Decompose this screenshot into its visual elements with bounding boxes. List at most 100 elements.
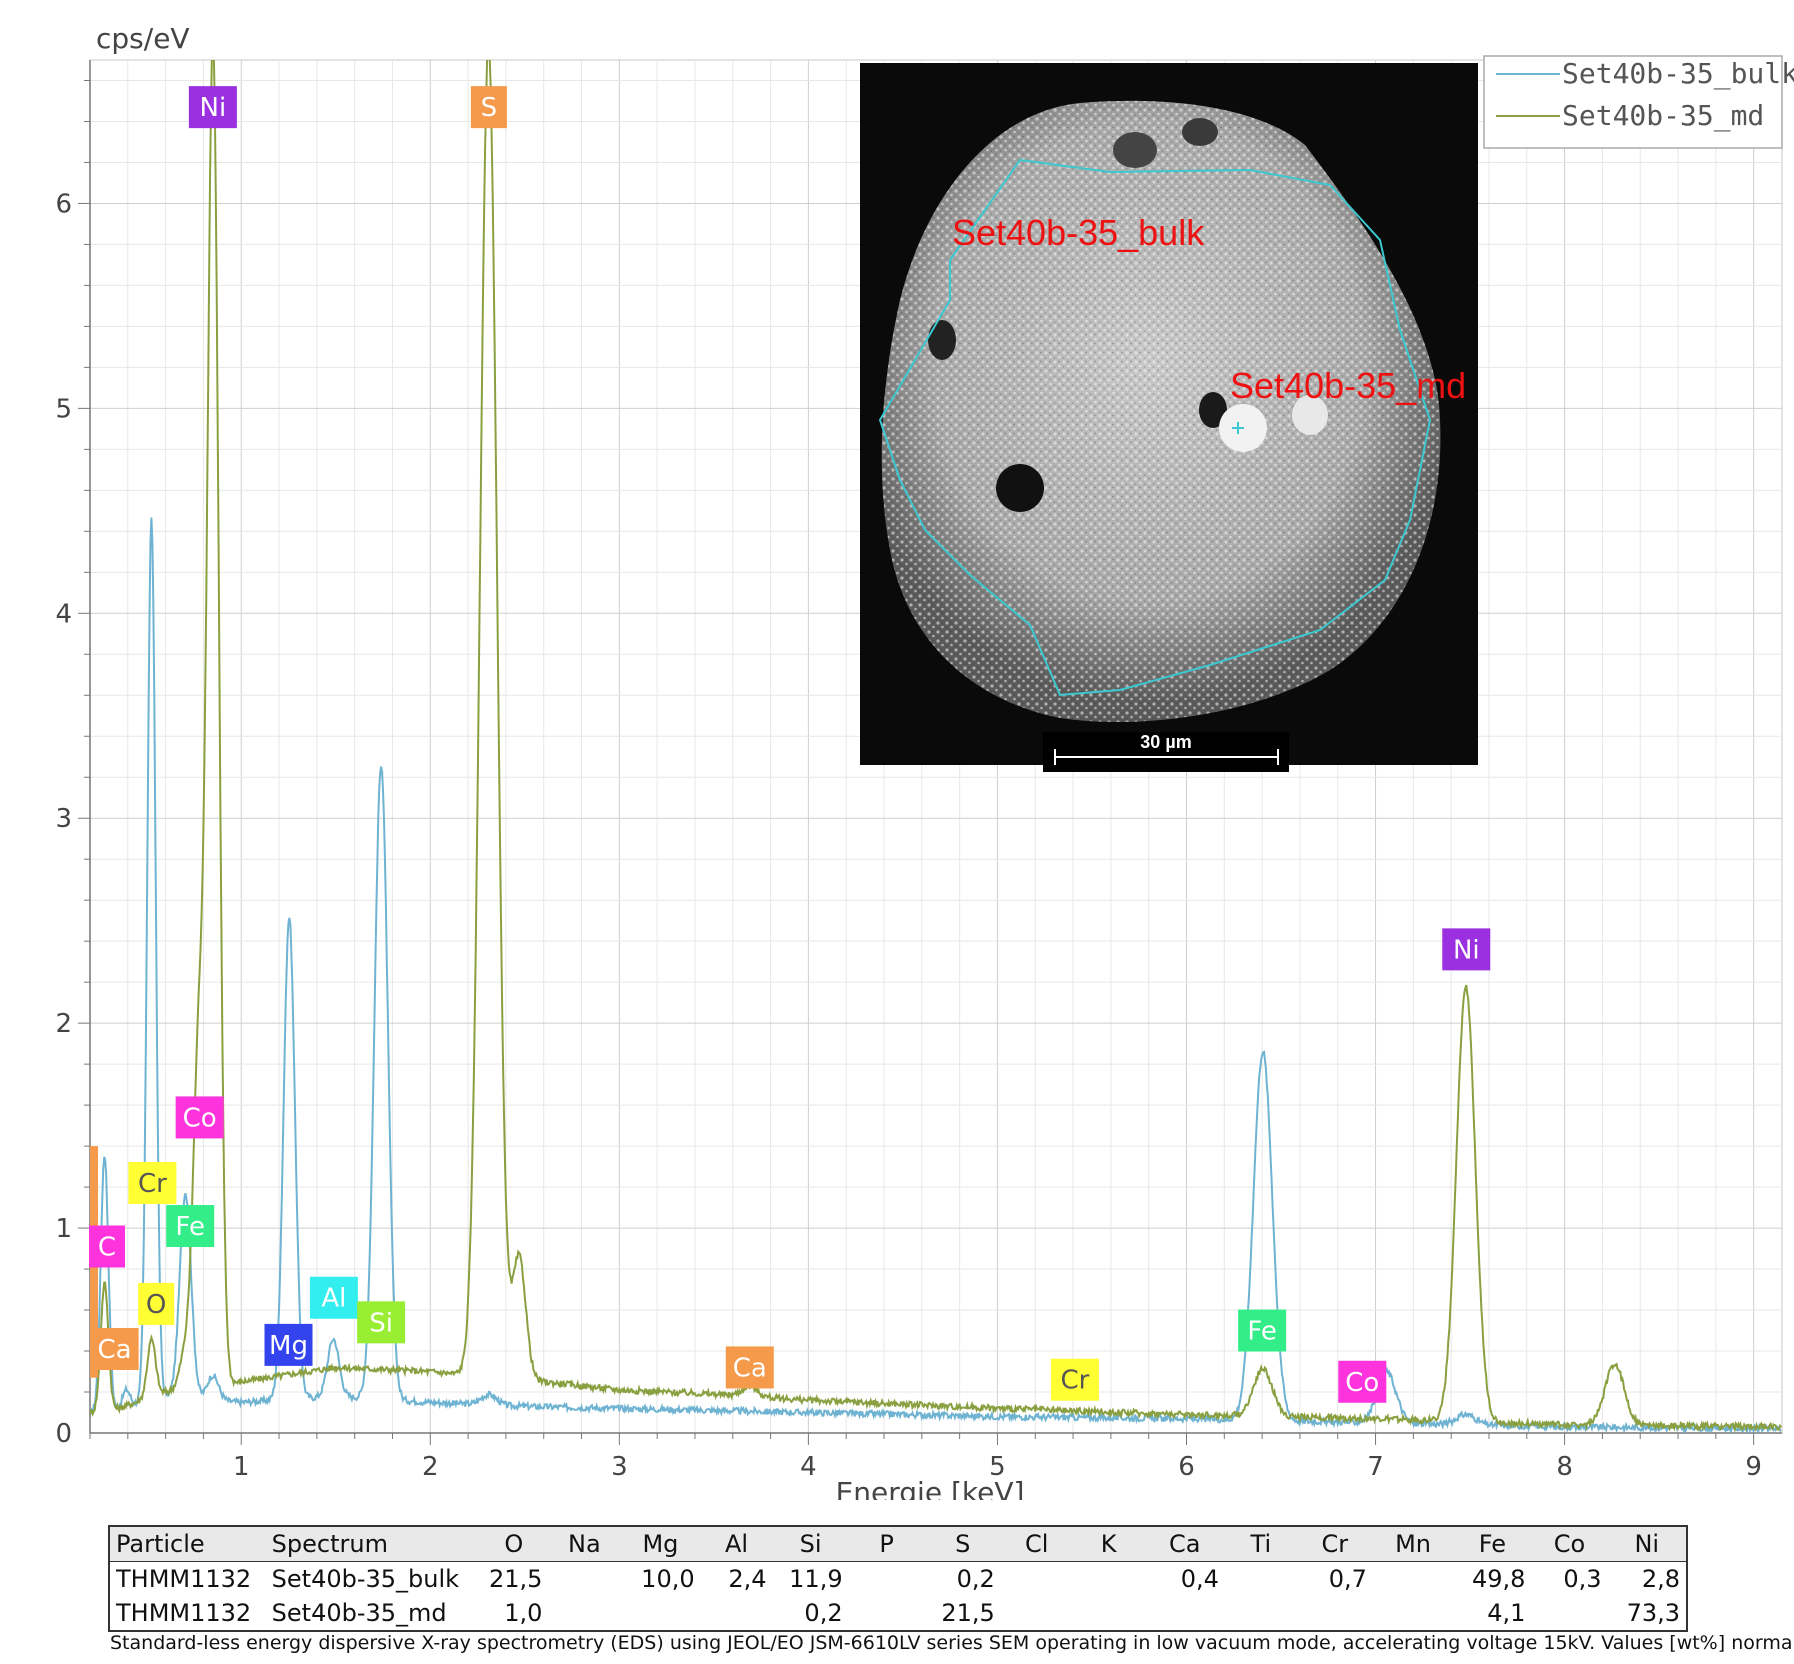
pore bbox=[928, 320, 956, 360]
particle-texture bbox=[881, 100, 1441, 722]
element-marker-box bbox=[175, 1096, 224, 1139]
element-marker-label: Ni bbox=[200, 93, 227, 123]
table-header-cell: Fe bbox=[1453, 1526, 1532, 1562]
element-marker-box bbox=[309, 1276, 358, 1319]
y-axis-title: cps/eV bbox=[96, 22, 190, 55]
table-cell bbox=[701, 1596, 773, 1631]
element-marker-box bbox=[1238, 1309, 1287, 1352]
table-header-cell: Spectrum bbox=[265, 1526, 480, 1562]
inset-label-md: Set40b-35_md bbox=[1230, 365, 1466, 406]
table-header-cell: Mg bbox=[620, 1526, 701, 1562]
y-tick-label: 3 bbox=[55, 804, 72, 834]
element-marker-box bbox=[264, 1323, 313, 1366]
element-marker-label: Cr bbox=[138, 1169, 167, 1199]
element-marker-box bbox=[90, 1327, 139, 1370]
element-marker-ni: Ni bbox=[1442, 928, 1491, 971]
element-marker-al: Al bbox=[309, 1276, 358, 1319]
x-tick-label: 1 bbox=[233, 1452, 250, 1482]
x-tick-label: 5 bbox=[989, 1452, 1006, 1482]
table-cell bbox=[1225, 1596, 1297, 1631]
table-cell bbox=[548, 1562, 620, 1597]
x-axis-title: Energie [keV] bbox=[836, 1476, 1025, 1500]
element-marker-fe: Fe bbox=[1238, 1309, 1287, 1352]
y-tick-label: 1 bbox=[55, 1214, 72, 1244]
sem-inset-image: Set40b-35_bulk Set40b-35_md 30 µm bbox=[860, 63, 1478, 772]
pore bbox=[1199, 392, 1227, 428]
element-marker-c: C bbox=[89, 1225, 126, 1268]
element-marker-co: Co bbox=[175, 1096, 224, 1139]
composition-table-wrapper: Particle Spectrum O Na Mg Al Si P S Cl K Ca Ti Cr Mn Fe… bbox=[108, 1525, 1688, 1632]
table-cell: 2,8 bbox=[1641, 1565, 1680, 1593]
element-marker-ca: Ca bbox=[90, 1327, 139, 1370]
element-marker-fe: Fe bbox=[166, 1205, 215, 1248]
x-tick-label: 4 bbox=[800, 1452, 817, 1482]
table-cell: 2,4 bbox=[728, 1565, 767, 1593]
element-marker-label: Co bbox=[1345, 1368, 1379, 1398]
pore bbox=[1182, 118, 1218, 146]
y-tick-label: 6 bbox=[55, 189, 72, 219]
table-header-cell: Mn bbox=[1372, 1526, 1454, 1562]
element-marker-o: O bbox=[138, 1282, 175, 1325]
scale-bar-label: 30 µm bbox=[1140, 732, 1191, 752]
table-header-cell: Si bbox=[772, 1526, 849, 1562]
table-header-cell: K bbox=[1072, 1526, 1145, 1562]
footnote: Standard-less energy dispersive X-ray sp… bbox=[110, 1632, 1794, 1654]
legend-box bbox=[1483, 55, 1783, 149]
x-tick-label: 2 bbox=[422, 1452, 439, 1482]
table-cell: THMM1132 bbox=[116, 1599, 252, 1627]
element-marker-box bbox=[138, 1282, 175, 1325]
table-header-cell: P bbox=[848, 1526, 925, 1562]
table-header-cell: Al bbox=[700, 1526, 773, 1562]
inset-label-bulk: Set40b-35_bulk bbox=[952, 212, 1205, 253]
element-marker-label: Si bbox=[369, 1308, 393, 1338]
element-marker-si: Si bbox=[357, 1301, 406, 1344]
element-marker-box bbox=[1338, 1360, 1387, 1403]
table-cell bbox=[1531, 1596, 1607, 1631]
element-marker-label: Fe bbox=[1247, 1317, 1277, 1347]
element-marker-label: Ca bbox=[98, 1335, 132, 1365]
table-cell bbox=[1373, 1562, 1453, 1597]
table-cell: 49,8 bbox=[1472, 1565, 1526, 1593]
scale-bar: 30 µm bbox=[1043, 732, 1289, 772]
legend-label-bulk: Set40b-35_bulk bbox=[1562, 57, 1794, 91]
table-header-cell: Ni bbox=[1607, 1526, 1687, 1562]
element-marker-box bbox=[1050, 1358, 1099, 1401]
table-cell: 0,7 bbox=[1328, 1565, 1367, 1593]
table-cell: THMM1132 bbox=[116, 1565, 252, 1593]
pore bbox=[996, 464, 1044, 512]
element-marker-label: Al bbox=[321, 1284, 346, 1314]
table-cell: 0,2 bbox=[804, 1599, 843, 1627]
table-cell: 73,3 bbox=[1626, 1599, 1680, 1627]
element-marker-label: S bbox=[481, 93, 498, 123]
element-marker-label: C bbox=[98, 1233, 116, 1263]
y-tick-label: 0 bbox=[55, 1419, 72, 1449]
table-cell bbox=[849, 1562, 925, 1597]
element-marker-label: Ca bbox=[733, 1353, 767, 1383]
table-cell bbox=[849, 1596, 925, 1631]
table-cell: 1,0 bbox=[504, 1599, 543, 1627]
y-tick-label: 5 bbox=[55, 394, 72, 424]
table-cell bbox=[1001, 1562, 1073, 1597]
table-cell: 0,4 bbox=[1180, 1565, 1219, 1593]
element-marker-cr: Cr bbox=[128, 1161, 177, 1204]
table-cell: Set40b-35_bulk bbox=[271, 1565, 460, 1593]
element-marker-label: Cr bbox=[1061, 1366, 1090, 1396]
bright-grain bbox=[1292, 395, 1328, 435]
x-tick-label: 6 bbox=[1178, 1452, 1195, 1482]
element-marker-box bbox=[470, 86, 507, 129]
eds-spectrum-chart: 0 1 2 3 4 5 6 1 2 3 4 5 6 7 8 9 Set40b-35_bulk Set40b-3… bbox=[55, 22, 1794, 1500]
scale-bar-box bbox=[1043, 732, 1289, 772]
table-header-cell: S bbox=[924, 1526, 1001, 1562]
table-cell: 0,3 bbox=[1563, 1565, 1602, 1593]
element-marker-box bbox=[128, 1161, 177, 1204]
table-cell bbox=[1145, 1596, 1225, 1631]
spectrum-series bbox=[90, 60, 1782, 1433]
element-marker-box bbox=[89, 1225, 126, 1268]
table-header-cell: Co bbox=[1531, 1526, 1608, 1562]
element-marker-box bbox=[357, 1301, 406, 1344]
element-marker-box bbox=[725, 1346, 774, 1389]
table-header-cell: Cr bbox=[1296, 1526, 1373, 1562]
element-marker-ni: Ni bbox=[188, 86, 237, 129]
table-header-row: Particle Spectrum O Na Mg Al Si P S Cl K Ca Ti Cr Mn Fe… bbox=[109, 1526, 1687, 1562]
table-cell bbox=[1373, 1596, 1453, 1631]
